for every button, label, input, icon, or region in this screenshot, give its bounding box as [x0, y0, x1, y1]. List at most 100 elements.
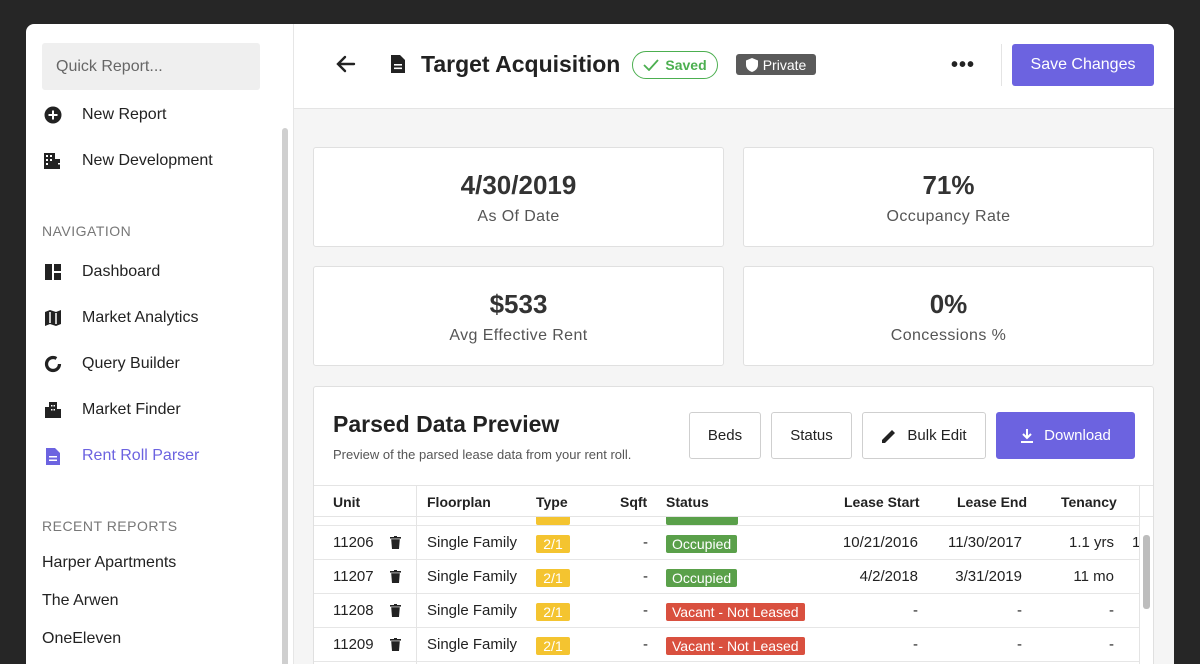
stat-card-as-of-date: 4/30/2019 As Of Date: [313, 147, 724, 247]
stat-value: 0%: [929, 289, 968, 319]
parsed-data-panel: Parsed Data Preview Preview of the parse…: [313, 386, 1154, 664]
document-icon: [390, 54, 406, 79]
stat-value: $533: [489, 289, 548, 319]
sidebar-item-market-finder[interactable]: Market Finder: [42, 399, 181, 421]
trash-icon[interactable]: [390, 536, 401, 549]
stat-value: 71%: [922, 170, 975, 200]
sidebar-scrollbar[interactable]: [282, 128, 288, 664]
back-arrow-icon[interactable]: [334, 52, 358, 81]
sidebar-item-label: Market Analytics: [82, 309, 199, 326]
plus-circle-icon: [42, 104, 64, 126]
city-icon: [42, 399, 64, 421]
cell-lease-end: -: [1017, 602, 1022, 619]
sidebar-item-query-builder[interactable]: Query Builder: [42, 353, 180, 375]
trash-icon[interactable]: [390, 570, 401, 583]
recent-report-item[interactable]: The Arwen: [42, 592, 119, 609]
table-row[interactable]: 11207 Single Family 2/1 - Occupied 4/2/2…: [314, 560, 1139, 594]
cell-floorplan: Single Family: [427, 568, 518, 585]
recent-report-item[interactable]: OneEleven: [42, 630, 122, 647]
sidebar-item-rent-roll-parser[interactable]: Rent Roll Parser: [42, 445, 199, 467]
cell-sqft: -: [643, 636, 648, 653]
status-badge: Vacant - Not Leased: [666, 637, 805, 655]
sidebar-item-label: Dashboard: [82, 263, 161, 280]
status-badge: [666, 517, 738, 525]
column-header-status[interactable]: Status: [666, 494, 709, 510]
cell-lease-end: -: [1017, 636, 1022, 653]
type-badge: 2/1: [536, 603, 570, 621]
cell-lease-start: -: [913, 602, 918, 619]
building-plus-icon: [42, 150, 64, 172]
navigation-heading: NAVIGATION: [42, 223, 132, 239]
column-header-unit[interactable]: Unit: [333, 494, 361, 510]
cell-tenancy: -: [1109, 636, 1114, 653]
download-icon: [1021, 428, 1034, 443]
stat-label: As Of Date: [477, 208, 560, 225]
trash-icon[interactable]: [390, 604, 401, 617]
recent-report-item[interactable]: Harper Apartments: [42, 554, 177, 571]
document-icon: [42, 445, 64, 467]
cell-lease-end: 11/30/2017: [948, 534, 1022, 551]
cell-floorplan: Single Family: [427, 534, 518, 551]
table-row-partial: [314, 517, 1139, 526]
column-header-tenancy[interactable]: Tenancy: [1061, 494, 1117, 510]
saved-badge: Saved: [632, 51, 718, 79]
cell-floorplan: Single Family: [427, 602, 518, 619]
save-changes-button[interactable]: Save Changes: [1012, 44, 1154, 86]
shield-icon: [745, 57, 758, 72]
page-title: Target Acquisition: [421, 51, 621, 77]
column-header-type[interactable]: Type: [536, 494, 568, 510]
table-header: Unit Floorplan Type Sqft Status Lease St…: [314, 485, 1153, 517]
sidebar-item-label: Query Builder: [82, 355, 180, 372]
cell-unit: 11208: [333, 602, 374, 619]
panel-subtitle: Preview of the parsed lease data from yo…: [333, 447, 632, 462]
status-badge: Vacant - Not Leased: [666, 603, 805, 621]
status-filter-button[interactable]: Status: [771, 412, 852, 459]
panel-title: Parsed Data Preview: [333, 411, 560, 437]
type-badge: 2/1: [536, 535, 570, 553]
header-divider: [1001, 44, 1002, 86]
bulk-edit-button[interactable]: Bulk Edit: [862, 412, 986, 459]
stat-label: Concessions %: [890, 327, 1007, 344]
cell-unit: 11206: [333, 534, 374, 551]
stat-card-concessions: 0% Concessions %: [743, 266, 1154, 366]
column-header-lease-end[interactable]: Lease End: [957, 494, 1028, 510]
cell-tenancy: 11 mo: [1073, 568, 1114, 585]
cell-unit: 11207: [333, 568, 374, 585]
cell-sqft: -: [643, 534, 648, 551]
recent-reports-heading: RECENT REPORTS: [42, 518, 178, 534]
download-button[interactable]: Download: [996, 412, 1135, 459]
column-header-sqft[interactable]: Sqft: [620, 494, 648, 510]
cell-sqft: -: [643, 602, 648, 619]
cell-floorplan: Single Family: [427, 636, 518, 653]
more-options-icon[interactable]: •••: [951, 54, 976, 76]
cell-lease-start: -: [913, 636, 918, 653]
cell-unit: 11209: [333, 636, 374, 653]
table-row[interactable]: 11209 Single Family 2/1 - Vacant - Not L…: [314, 628, 1139, 662]
table-row[interactable]: 11208 Single Family 2/1 - Vacant - Not L…: [314, 594, 1139, 628]
new-development-button[interactable]: New Development: [42, 150, 213, 172]
cell-tenancy: 1.1 yrs: [1068, 534, 1114, 551]
bulk-edit-label: Bulk Edit: [907, 427, 967, 444]
private-badge[interactable]: Private: [736, 54, 816, 75]
trash-icon[interactable]: [390, 638, 401, 651]
type-badge: 2/1: [536, 637, 570, 655]
sidebar-item-dashboard[interactable]: Dashboard: [42, 261, 160, 283]
sidebar-item-market-analytics[interactable]: Market Analytics: [42, 307, 198, 329]
column-divider: [416, 485, 417, 664]
quick-report-input[interactable]: Quick Report...: [42, 43, 260, 90]
cell-lease-end: 3/31/2019: [955, 568, 1022, 585]
status-badge: Occupied: [666, 535, 738, 553]
table-row[interactable]: 11206 Single Family 2/1 - Occupied 10/21…: [314, 526, 1140, 560]
stat-label: Occupancy Rate: [886, 208, 1011, 225]
check-icon: [643, 59, 660, 71]
table-scrollbar[interactable]: [1143, 535, 1150, 609]
column-header-lease-start[interactable]: Lease Start: [844, 494, 920, 510]
private-label: Private: [762, 56, 807, 73]
new-report-button[interactable]: New Report: [42, 104, 166, 126]
new-report-label: New Report: [82, 106, 167, 123]
sidebar: Quick Report... New Report New Developme…: [26, 24, 294, 664]
beds-filter-button[interactable]: Beds: [689, 412, 761, 459]
column-header-floorplan[interactable]: Floorplan: [427, 494, 491, 510]
sidebar-item-label: Market Finder: [82, 401, 181, 418]
saved-label: Saved: [665, 57, 707, 73]
